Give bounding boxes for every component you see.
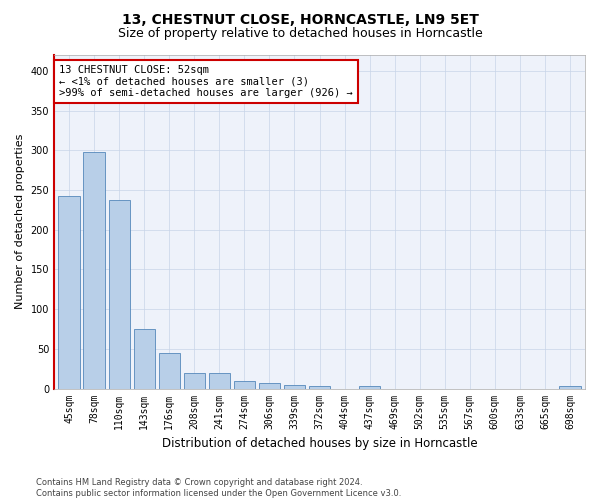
X-axis label: Distribution of detached houses by size in Horncastle: Distribution of detached houses by size … [162,437,478,450]
Bar [58,196,80,388]
Bar [559,386,581,388]
Bar [234,382,255,388]
Bar [309,386,330,388]
Bar [83,152,105,388]
Bar [209,372,230,388]
Text: Contains HM Land Registry data © Crown copyright and database right 2024.
Contai: Contains HM Land Registry data © Crown c… [36,478,401,498]
Bar [134,329,155,388]
Bar [284,384,305,388]
Text: Size of property relative to detached houses in Horncastle: Size of property relative to detached ho… [118,28,482,40]
Text: 13, CHESTNUT CLOSE, HORNCASTLE, LN9 5ET: 13, CHESTNUT CLOSE, HORNCASTLE, LN9 5ET [122,12,478,26]
Bar [359,386,380,388]
Y-axis label: Number of detached properties: Number of detached properties [15,134,25,310]
Bar [158,353,180,388]
Bar [259,383,280,388]
Text: 13 CHESTNUT CLOSE: 52sqm
← <1% of detached houses are smaller (3)
>99% of semi-d: 13 CHESTNUT CLOSE: 52sqm ← <1% of detach… [59,65,353,98]
Bar [109,200,130,388]
Bar [184,372,205,388]
